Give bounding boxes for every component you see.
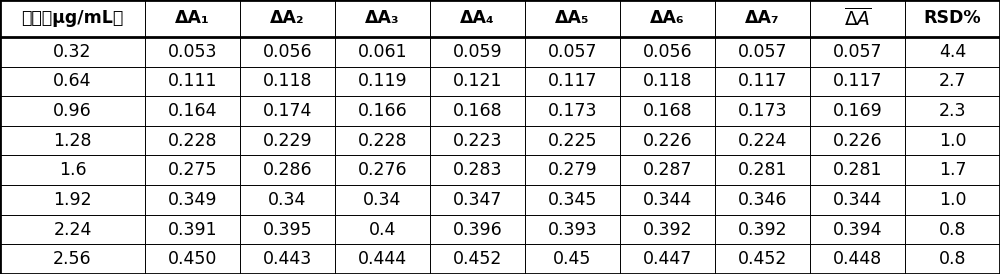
Text: 0.118: 0.118 xyxy=(643,72,692,90)
Text: 0.444: 0.444 xyxy=(358,250,407,268)
Text: 1.92: 1.92 xyxy=(53,191,92,209)
Text: 1.7: 1.7 xyxy=(939,161,966,179)
Text: 2.3: 2.3 xyxy=(939,102,966,120)
Text: 0.287: 0.287 xyxy=(643,161,692,179)
Text: 0.281: 0.281 xyxy=(833,161,882,179)
Text: 0.057: 0.057 xyxy=(833,43,882,61)
Text: 0.8: 0.8 xyxy=(939,250,966,268)
Text: 1.0: 1.0 xyxy=(939,132,966,150)
Text: 0.057: 0.057 xyxy=(548,43,597,61)
Text: 0.344: 0.344 xyxy=(643,191,692,209)
Text: 0.229: 0.229 xyxy=(263,132,312,150)
Text: 0.166: 0.166 xyxy=(358,102,407,120)
Text: 0.174: 0.174 xyxy=(263,102,312,120)
Text: ΔA₄: ΔA₄ xyxy=(460,10,495,27)
Text: 0.168: 0.168 xyxy=(643,102,692,120)
Text: 0.226: 0.226 xyxy=(833,132,882,150)
Text: 0.344: 0.344 xyxy=(833,191,882,209)
Text: 0.228: 0.228 xyxy=(358,132,407,150)
Text: 0.452: 0.452 xyxy=(453,250,502,268)
Text: 0.121: 0.121 xyxy=(453,72,502,90)
Text: 0.395: 0.395 xyxy=(263,221,312,239)
Text: 0.053: 0.053 xyxy=(168,43,217,61)
Text: 0.226: 0.226 xyxy=(643,132,692,150)
Text: 0.392: 0.392 xyxy=(738,221,787,239)
Text: 0.168: 0.168 xyxy=(453,102,502,120)
Text: 0.394: 0.394 xyxy=(833,221,882,239)
Text: 浓度（μg/mL）: 浓度（μg/mL） xyxy=(21,10,124,27)
Text: 0.443: 0.443 xyxy=(263,250,312,268)
Text: ΔA₃: ΔA₃ xyxy=(365,10,400,27)
Text: 0.117: 0.117 xyxy=(833,72,882,90)
Text: 0.34: 0.34 xyxy=(363,191,402,209)
Text: 0.119: 0.119 xyxy=(358,72,407,90)
Text: $\overline{\Delta A}$: $\overline{\Delta A}$ xyxy=(844,8,871,29)
Text: 0.111: 0.111 xyxy=(168,72,217,90)
Text: 0.056: 0.056 xyxy=(643,43,692,61)
Text: 0.117: 0.117 xyxy=(548,72,597,90)
Text: 0.173: 0.173 xyxy=(548,102,597,120)
Text: 0.346: 0.346 xyxy=(738,191,787,209)
Text: 0.45: 0.45 xyxy=(553,250,592,268)
Text: 0.96: 0.96 xyxy=(53,102,92,120)
Text: 0.345: 0.345 xyxy=(548,191,597,209)
Text: 0.392: 0.392 xyxy=(643,221,692,239)
Text: 0.275: 0.275 xyxy=(168,161,217,179)
Text: 0.056: 0.056 xyxy=(263,43,312,61)
Text: 0.447: 0.447 xyxy=(643,250,692,268)
Text: 1.6: 1.6 xyxy=(59,161,86,179)
Text: 0.448: 0.448 xyxy=(833,250,882,268)
Text: 0.117: 0.117 xyxy=(738,72,787,90)
Text: ΔA₁: ΔA₁ xyxy=(175,10,210,27)
Text: 0.396: 0.396 xyxy=(453,221,502,239)
Text: 0.059: 0.059 xyxy=(453,43,502,61)
Text: 0.8: 0.8 xyxy=(939,221,966,239)
Text: 0.450: 0.450 xyxy=(168,250,217,268)
Text: 0.225: 0.225 xyxy=(548,132,597,150)
Text: 0.347: 0.347 xyxy=(453,191,502,209)
Text: ΔA₂: ΔA₂ xyxy=(270,10,305,27)
Text: 0.393: 0.393 xyxy=(548,221,597,239)
Text: 0.281: 0.281 xyxy=(738,161,787,179)
Text: 0.64: 0.64 xyxy=(53,72,92,90)
Text: 0.32: 0.32 xyxy=(53,43,92,61)
Text: 0.391: 0.391 xyxy=(168,221,217,239)
Text: 0.283: 0.283 xyxy=(453,161,502,179)
Text: 0.169: 0.169 xyxy=(833,102,882,120)
Text: 0.349: 0.349 xyxy=(168,191,217,209)
Text: 0.228: 0.228 xyxy=(168,132,217,150)
Text: 2.7: 2.7 xyxy=(939,72,966,90)
Text: 0.224: 0.224 xyxy=(738,132,787,150)
Text: 0.34: 0.34 xyxy=(268,191,307,209)
Text: 0.4: 0.4 xyxy=(369,221,396,239)
Text: 2.24: 2.24 xyxy=(53,221,92,239)
Text: 0.452: 0.452 xyxy=(738,250,787,268)
Text: 0.279: 0.279 xyxy=(548,161,597,179)
Text: RSD%: RSD% xyxy=(924,10,981,27)
Text: 2.56: 2.56 xyxy=(53,250,92,268)
Text: 0.164: 0.164 xyxy=(168,102,217,120)
Text: 0.173: 0.173 xyxy=(738,102,787,120)
Text: 0.276: 0.276 xyxy=(358,161,407,179)
Text: 1.0: 1.0 xyxy=(939,191,966,209)
Text: ΔA₇: ΔA₇ xyxy=(745,10,780,27)
Text: 1.28: 1.28 xyxy=(53,132,92,150)
Text: 0.118: 0.118 xyxy=(263,72,312,90)
Text: ΔA₅: ΔA₅ xyxy=(555,10,590,27)
Text: 0.057: 0.057 xyxy=(738,43,787,61)
Text: 0.061: 0.061 xyxy=(358,43,407,61)
Text: 0.223: 0.223 xyxy=(453,132,502,150)
Text: ΔA₆: ΔA₆ xyxy=(650,10,685,27)
Text: 0.286: 0.286 xyxy=(263,161,312,179)
Text: 4.4: 4.4 xyxy=(939,43,966,61)
